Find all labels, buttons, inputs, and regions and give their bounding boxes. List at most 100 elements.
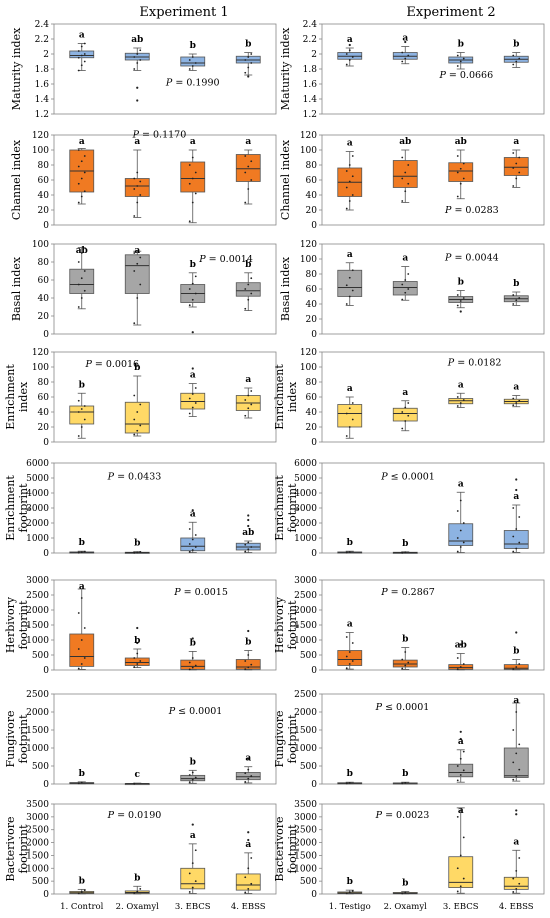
- y-tick-label: 120: [32, 131, 49, 141]
- box-iqr: [69, 405, 95, 425]
- panel-p5: 0 20 40 60 80 100 120 Basal index a a b b P = 0.0044: [279, 240, 545, 340]
- panel-frame: [53, 462, 277, 554]
- panel-p0: 1.2 1.4 1.6 1.8 2 2.2 2.4 Maturity index a ab b b P …: [10, 20, 277, 120]
- data-point: [83, 418, 86, 421]
- y-tick-label: 6000: [294, 459, 317, 469]
- y-tick-label: 100: [300, 255, 317, 265]
- data-point: [462, 162, 465, 165]
- data-point: [80, 408, 83, 410]
- data-point: [250, 292, 253, 295]
- p-value-text: = 0.2867: [388, 587, 435, 598]
- p-symbol: P: [168, 706, 176, 717]
- data-point: [133, 657, 136, 659]
- data-point: [515, 528, 518, 530]
- data-point: [77, 612, 80, 614]
- data-point: [401, 427, 404, 430]
- data-point: [404, 664, 407, 667]
- data-point: [401, 156, 404, 159]
- y-tick-label: 1000: [294, 636, 317, 646]
- box-group: a: [180, 137, 206, 224]
- data-point: [348, 426, 351, 428]
- data-point: [515, 299, 518, 302]
- y-tick-label: 80: [38, 258, 50, 268]
- box-group: b: [337, 538, 363, 554]
- data-point: [80, 45, 83, 48]
- y-tick-label: 5000: [294, 474, 317, 484]
- y-tick-label: 1500: [294, 726, 317, 736]
- outlier-point: [247, 524, 250, 528]
- data-point: [77, 435, 80, 437]
- data-point: [77, 892, 80, 895]
- data-point: [133, 322, 136, 325]
- data-point: [139, 256, 142, 259]
- data-point: [136, 297, 139, 299]
- data-point: [244, 543, 247, 546]
- y-tick-label: 3000: [26, 813, 49, 823]
- p-value-label: P = 0.0015: [173, 587, 228, 598]
- data-point: [518, 399, 521, 402]
- outlier-point: [247, 629, 250, 633]
- data-point: [250, 390, 253, 392]
- y-tick-label: 120: [300, 240, 317, 250]
- y-tick-label: 0: [311, 549, 317, 559]
- data-point: [250, 775, 253, 777]
- panel-p11: 0 500 1000 1500 2000 2500 3000 Herbivoryfootpri…: [273, 576, 545, 676]
- data-point: [244, 550, 247, 553]
- data-point: [188, 412, 191, 415]
- data-point: [77, 182, 80, 185]
- y-tick-label: 60: [38, 393, 50, 403]
- box-iqr: [180, 659, 206, 670]
- p-value-label: P ≤ 0.0001: [168, 706, 223, 717]
- outlier-point: [191, 367, 194, 370]
- x-category-label: 4. EBSS: [231, 902, 266, 912]
- data-point: [191, 538, 194, 541]
- y-axis-label-line: footprint: [17, 714, 30, 764]
- outlier-point: [459, 730, 462, 733]
- significance-letter: a: [190, 371, 196, 381]
- box-group: a: [448, 380, 474, 408]
- data-point: [191, 156, 194, 159]
- y-tick-label: 1500: [294, 851, 317, 861]
- data-point: [401, 298, 404, 301]
- data-point: [351, 194, 354, 196]
- data-point: [77, 283, 80, 286]
- p-symbol: P: [132, 129, 140, 140]
- data-point: [401, 667, 404, 670]
- data-point: [188, 781, 191, 784]
- data-point: [348, 663, 351, 665]
- data-point: [456, 550, 459, 553]
- data-point: [139, 49, 142, 52]
- significance-letter: a: [190, 831, 196, 841]
- y-axis-label-line: Basal index: [10, 256, 23, 321]
- y-tick-label: 40: [306, 408, 318, 418]
- data-point: [188, 550, 191, 553]
- data-point: [83, 155, 86, 157]
- x-category-label: 3. EBCS: [443, 902, 479, 912]
- y-axis-label-line: footprint: [286, 824, 299, 874]
- data-point: [80, 597, 83, 599]
- y-tick-label: 4000: [294, 489, 317, 499]
- y-axis-label-line: index: [286, 381, 299, 412]
- y-axis-label: Maturity index: [10, 27, 23, 110]
- data-point: [77, 648, 80, 650]
- data-point: [407, 414, 410, 417]
- significance-letter: ab: [76, 246, 88, 256]
- significance-letter: b: [245, 40, 251, 50]
- data-point: [77, 56, 80, 59]
- y-tick-label: 100: [300, 146, 317, 156]
- data-point: [83, 550, 86, 553]
- y-tick-label: 2000: [26, 839, 49, 849]
- box-group: b: [235, 629, 261, 671]
- data-point: [194, 62, 197, 64]
- box-group: ab: [69, 246, 95, 310]
- outlier-point: [136, 99, 139, 102]
- box-group: a: [337, 139, 363, 211]
- y-axis-label-line: index: [17, 381, 30, 412]
- significance-letter: a: [347, 35, 353, 45]
- data-point: [456, 405, 459, 407]
- y-tick-label: 60: [38, 276, 50, 286]
- data-point: [401, 51, 404, 54]
- y-tick-label: 120: [32, 348, 49, 358]
- data-point: [515, 775, 518, 777]
- significance-letter: a: [190, 509, 196, 519]
